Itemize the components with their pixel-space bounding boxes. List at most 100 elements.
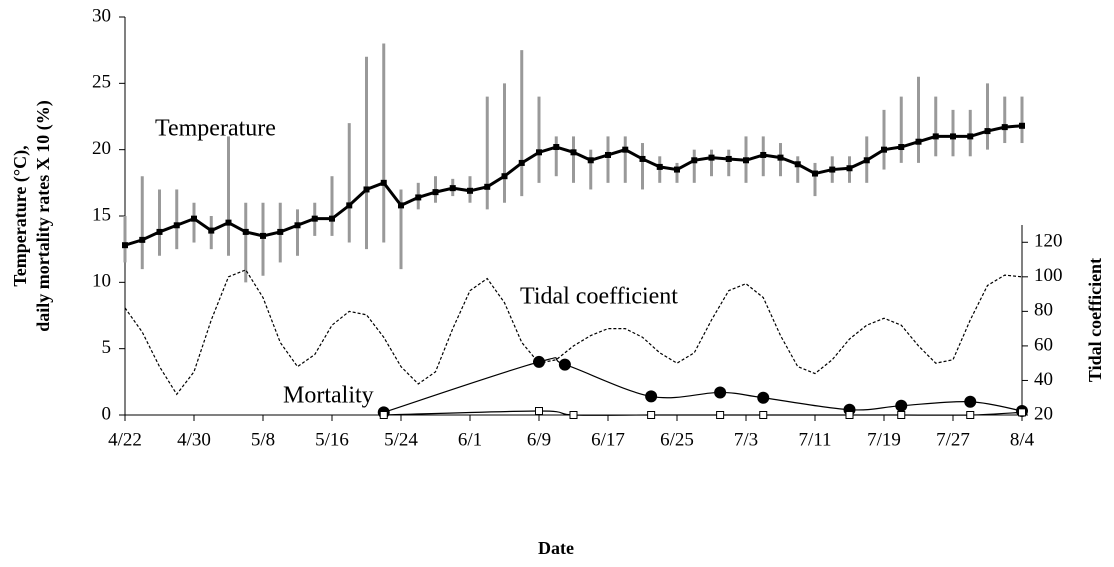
y-tick-label: 10 [92, 271, 111, 292]
mortality-point [757, 391, 770, 404]
temperature-point [674, 166, 680, 173]
x-tick-label: 5/16 [315, 429, 349, 450]
mortality-point [714, 386, 727, 399]
temperature-point [639, 155, 646, 162]
temperature-point [294, 222, 301, 229]
mortality-point [716, 411, 725, 419]
temperature-point [812, 170, 818, 177]
mortality-point [645, 390, 658, 403]
temperature-point [173, 222, 180, 229]
temperature-point [777, 154, 784, 161]
series-line [383, 410, 1023, 416]
y2-tick-label: 20 [1034, 403, 1053, 424]
y2-tick-label: 80 [1034, 300, 1053, 321]
temperature-point [691, 157, 698, 164]
x-tick-label: 4/30 [177, 429, 211, 450]
temperature-point [415, 194, 422, 201]
x-tick-label: 6/25 [660, 429, 694, 450]
temperature-point [536, 149, 542, 156]
mortality-point [964, 395, 977, 408]
temperature-point [967, 133, 974, 140]
series-line [383, 357, 1023, 413]
temperature-point [881, 146, 887, 153]
y2-tick-label: 100 [1034, 265, 1063, 286]
temperature-point [656, 163, 663, 170]
x-tick-label: 7/11 [798, 429, 831, 450]
temperature-point [208, 227, 215, 234]
y-tick-label: 20 [92, 138, 111, 159]
temperature-point [363, 186, 370, 193]
y2-tick-label: 40 [1034, 369, 1053, 390]
temperature-point [760, 151, 767, 158]
temperature-point [398, 202, 404, 209]
temperature-point [260, 232, 266, 239]
x-tick-label: 6/1 [458, 429, 482, 450]
temperature-point [432, 189, 439, 196]
temperature-point [570, 149, 577, 156]
temperature-point [329, 215, 335, 222]
temperature-point [1019, 122, 1025, 129]
temperature-point [622, 146, 629, 153]
mortality-point [569, 411, 578, 419]
mortality-point [535, 407, 543, 416]
temperature-point [829, 166, 836, 173]
x-tick-label: 7/3 [734, 429, 758, 450]
temperature-point [346, 202, 353, 209]
x-axis-label: Date [538, 538, 574, 558]
mortality-point [533, 355, 545, 368]
temperature-point [743, 157, 749, 164]
x-tick-label: 6/9 [527, 429, 551, 450]
x-tick-label: 7/19 [867, 429, 901, 450]
series-line [124, 269, 1023, 396]
y-tick-label: 30 [92, 5, 111, 26]
temperature-point [605, 151, 611, 158]
temperature-point [501, 173, 508, 180]
x-tick-label: 4/22 [108, 429, 142, 450]
temperature-point [863, 157, 870, 164]
temperature-point [518, 159, 525, 166]
temperature-point [587, 157, 594, 164]
y-tick-label: 0 [102, 403, 112, 424]
temperature-point [380, 179, 387, 186]
mortality-point [895, 399, 908, 412]
y-tick-label: 5 [102, 337, 112, 358]
temperature-point [984, 128, 991, 135]
temperature-point [846, 165, 853, 172]
x-tick-label: 8/4 [1010, 429, 1035, 450]
y2-axis-label: Tidal coefficient [1085, 258, 1105, 382]
temperature-point [794, 161, 801, 168]
mortality-point [759, 411, 768, 419]
y-axis-label: daily mortality rates X 10 (%) [33, 100, 54, 331]
mortality-point [647, 411, 656, 419]
temperature-point [449, 185, 456, 192]
temperature-point [225, 219, 232, 226]
mortality-point [845, 411, 854, 419]
y-tick-label: 15 [92, 204, 111, 225]
mortality-point [558, 358, 571, 371]
temperature-point [915, 138, 922, 145]
temperature-point [932, 133, 939, 140]
mortality-point [966, 411, 975, 419]
temperature-point [1001, 124, 1008, 131]
temperature-point [898, 144, 905, 151]
temperature-point [277, 228, 284, 235]
x-tick-label: 6/17 [591, 429, 625, 450]
y-tick-label: 25 [92, 72, 111, 93]
temperature-point [139, 236, 146, 243]
temperature-point [553, 144, 560, 151]
temperature-point [708, 154, 715, 161]
y-axis-label: Temperature (°C), [10, 145, 31, 286]
series-annotation: Mortality [283, 383, 374, 409]
temperature-point [725, 155, 732, 162]
temperature-point [122, 242, 128, 249]
x-tick-label: 5/24 [384, 429, 418, 450]
mortality-point [379, 411, 388, 419]
temperature-point [242, 228, 249, 235]
mortality-point [897, 411, 906, 419]
y2-tick-label: 120 [1034, 231, 1063, 252]
x-tick-label: 5/8 [251, 429, 275, 450]
series-annotation: Tidal coefficient [520, 284, 678, 310]
temperature-point [156, 228, 163, 235]
temperature-point [467, 187, 473, 194]
